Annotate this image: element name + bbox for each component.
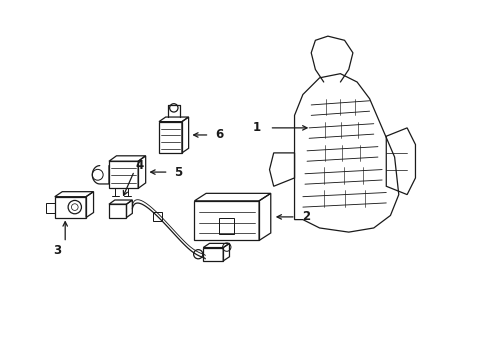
Text: 3: 3 xyxy=(53,244,61,257)
Text: 1: 1 xyxy=(252,121,261,134)
Text: 2: 2 xyxy=(302,210,309,224)
Text: 5: 5 xyxy=(174,166,182,179)
Text: 6: 6 xyxy=(214,129,223,141)
Text: 4: 4 xyxy=(135,159,143,172)
